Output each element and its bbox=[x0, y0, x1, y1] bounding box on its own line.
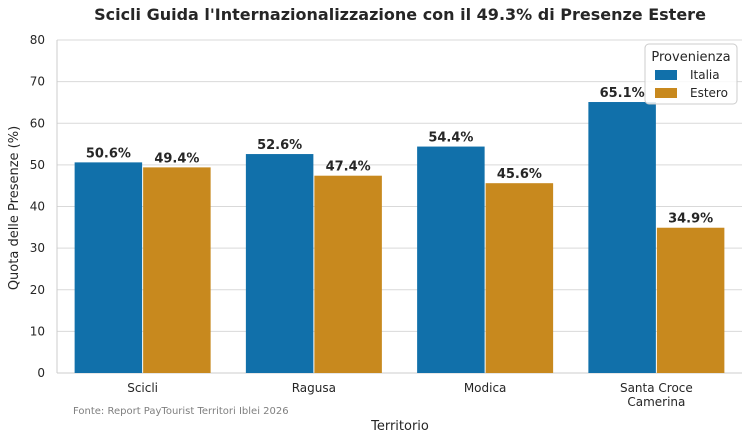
bar-estero-1 bbox=[143, 167, 211, 373]
chart-title: Scicli Guida l'Internazionalizzazione co… bbox=[94, 5, 706, 24]
data-label: 50.6% bbox=[86, 146, 131, 161]
x-tick-label: Scicli bbox=[127, 381, 158, 395]
bar-italia-3 bbox=[417, 146, 485, 373]
data-label: 47.4% bbox=[326, 160, 371, 175]
data-label: 49.4% bbox=[154, 151, 199, 166]
bar-italia-1 bbox=[74, 162, 143, 373]
y-tick-label: 30 bbox=[30, 241, 45, 255]
y-tick-label: 10 bbox=[30, 324, 45, 338]
legend-title: Provenienza bbox=[651, 50, 730, 65]
y-tick-labels: 0 10 20 30 40 50 60 70 80 bbox=[30, 33, 45, 380]
data-label: 45.6% bbox=[497, 167, 542, 182]
x-tick-label: Santa Croce Camerina bbox=[620, 381, 693, 409]
data-labels: 50.6% 49.4% 52.6% 47.4% 54.4% 45.6% 65.1% 34.9% bbox=[86, 86, 713, 227]
data-label: 52.6% bbox=[257, 138, 302, 153]
x-axis-label: Territorio bbox=[370, 419, 429, 434]
y-tick-label: 60 bbox=[30, 116, 45, 130]
legend-label-italia: Italia bbox=[690, 68, 720, 82]
y-tick-label: 70 bbox=[30, 75, 45, 89]
data-label: 54.4% bbox=[428, 131, 473, 146]
y-tick-label: 0 bbox=[37, 366, 45, 380]
bar-italia-4 bbox=[588, 102, 656, 374]
y-tick-label: 40 bbox=[30, 200, 45, 214]
legend-swatch-italia bbox=[655, 70, 677, 80]
data-label: 65.1% bbox=[600, 86, 645, 101]
bar-estero-2 bbox=[314, 175, 382, 373]
bars bbox=[74, 102, 725, 374]
y-tick-label: 50 bbox=[30, 158, 45, 172]
legend: Provenienza Italia Estero bbox=[644, 43, 738, 105]
x-tick-label: Modica bbox=[464, 381, 507, 395]
bar-estero-4 bbox=[656, 227, 725, 373]
legend-label-estero: Estero bbox=[690, 86, 728, 100]
legend-swatch-estero bbox=[655, 88, 677, 98]
x-tick-label: Ragusa bbox=[292, 381, 336, 395]
x-tick-labels: Scicli Ragusa Modica Santa Croce Camerina bbox=[127, 381, 693, 409]
y-tick-label: 20 bbox=[30, 283, 45, 297]
source-note: Fonte: Report PayTourist Territori Iblei… bbox=[73, 406, 289, 417]
data-label: 34.9% bbox=[668, 212, 713, 227]
y-tick-label: 80 bbox=[30, 33, 45, 47]
bar-italia-2 bbox=[245, 154, 314, 373]
bar-estero-3 bbox=[485, 183, 554, 373]
y-axis-label: Quota delle Presenze (%) bbox=[7, 126, 22, 290]
